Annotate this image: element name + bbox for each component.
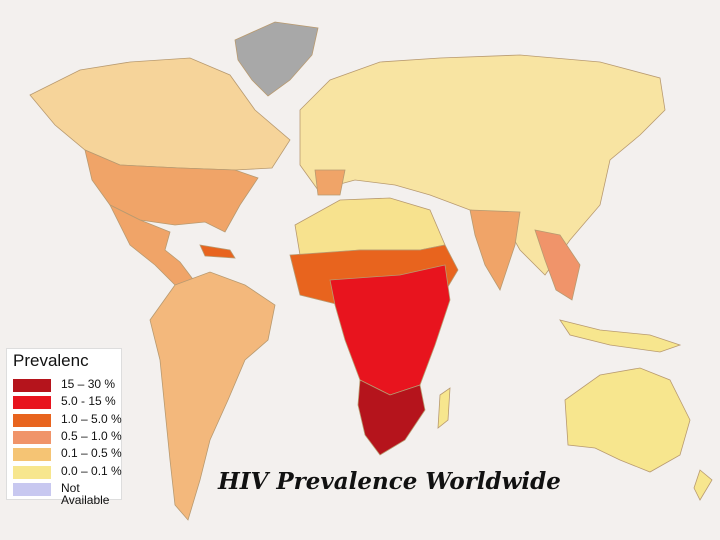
- madagascar: [437, 387, 451, 429]
- legend-label: 0.5 – 1.0 %: [61, 428, 122, 443]
- legend-swatch: [13, 396, 51, 410]
- mexico-central-america: [109, 204, 196, 286]
- africa-central: [329, 264, 451, 396]
- iberia: [314, 169, 346, 196]
- greenland: [234, 21, 319, 97]
- map-title: HIV Prevalence Worldwide: [218, 468, 561, 495]
- legend-swatch: [13, 413, 51, 427]
- indonesia: [559, 319, 682, 353]
- new-zealand: [693, 469, 713, 501]
- legend-label: 0.0 – 0.1 %: [61, 463, 122, 478]
- australia: [564, 367, 691, 473]
- europe-asia: [299, 54, 666, 276]
- legend-label: 5.0 - 15 %: [61, 394, 116, 409]
- legend-swatch: [13, 448, 51, 462]
- southeast-asia: [534, 229, 581, 301]
- south-america: [149, 271, 276, 521]
- legend-label: 0.1 – 0.5 %: [61, 446, 122, 461]
- africa-north: [294, 197, 446, 256]
- legend-swatch: [13, 465, 51, 479]
- legend-swatch: [13, 379, 51, 392]
- legend-label: Not Available: [61, 480, 110, 507]
- africa-south: [357, 379, 426, 456]
- legend-swatch: [13, 482, 51, 496]
- legend: Prevalence 15 – 30 %5.0 - 15 %1.0 – 5.0 …: [6, 348, 122, 506]
- legend-label: 1.0 – 5.0 %: [61, 411, 122, 426]
- legend-swatch: [13, 430, 51, 444]
- caribbean: [199, 244, 236, 259]
- india: [469, 209, 521, 291]
- legend-label: 15 – 30 %: [61, 377, 116, 391]
